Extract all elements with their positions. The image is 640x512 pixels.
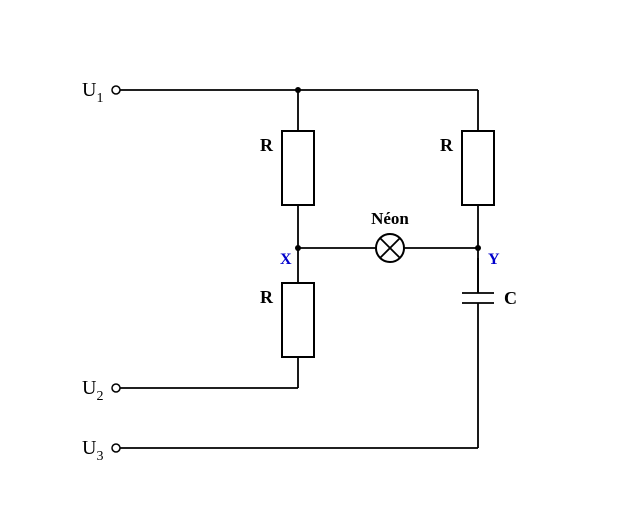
- svg-text:U2: U2: [82, 377, 103, 404]
- svg-text:U1: U1: [82, 79, 103, 106]
- svg-text:Néon: Néon: [371, 209, 409, 228]
- svg-text:R: R: [440, 135, 454, 155]
- svg-text:R: R: [260, 287, 274, 307]
- svg-text:X: X: [280, 251, 292, 268]
- svg-text:Y: Y: [488, 251, 500, 268]
- svg-text:C: C: [504, 288, 517, 308]
- svg-text:R: R: [260, 135, 274, 155]
- svg-text:U3: U3: [82, 437, 103, 464]
